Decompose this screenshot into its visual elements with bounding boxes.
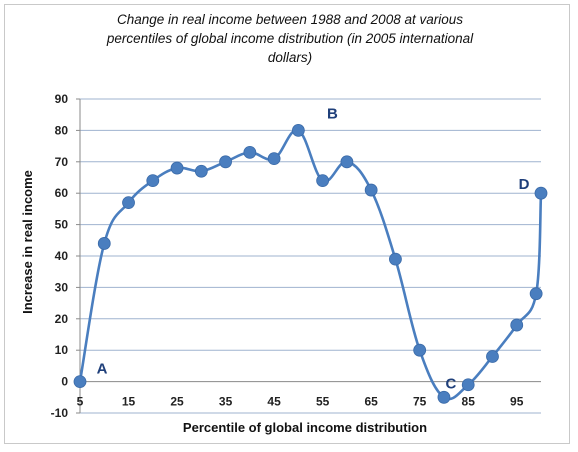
- data-point-80: [437, 390, 451, 404]
- x-tick-labels: 5 15 25 35 45 55 65 75 85 95: [77, 395, 524, 409]
- chart-frame: [4, 4, 570, 444]
- x-tick-label-65: 65: [364, 395, 378, 409]
- y-tick-label-20: 20: [55, 312, 69, 326]
- x-tick-label-5: 5: [77, 395, 84, 409]
- chart-title-line-2: percentiles of global income distributio…: [106, 31, 474, 46]
- annotation-d: D: [519, 176, 530, 193]
- y-tick-label-40: 40: [55, 249, 69, 263]
- y-tick-label-50: 50: [55, 218, 69, 232]
- data-point-65: [364, 183, 378, 197]
- x-tick-label-85: 85: [462, 395, 476, 409]
- data-point-60: [340, 155, 354, 169]
- data-point-99: [529, 287, 543, 301]
- data-point-10: [97, 237, 111, 250]
- y-tick-labels: -10 0 10 20 30 40 50 60 70 80 90: [51, 92, 80, 420]
- y-tick-label-0: 0: [61, 375, 68, 389]
- annotation-b: B: [327, 105, 338, 122]
- y-tick-label--10: -10: [51, 406, 69, 420]
- x-tick-label-45: 45: [267, 395, 281, 409]
- data-point-40: [243, 145, 257, 159]
- data-point-35: [219, 155, 232, 169]
- x-tick-label-75: 75: [413, 395, 427, 409]
- data-point-30: [194, 164, 208, 178]
- data-point-45: [267, 152, 281, 166]
- x-tick-label-55: 55: [316, 395, 330, 409]
- series-line-0: [78, 129, 543, 401]
- data-point-55: [316, 174, 330, 188]
- chart-title-line-3: dollars): [267, 50, 313, 65]
- series-layer: [73, 123, 548, 404]
- x-tick-label-95: 95: [510, 395, 524, 409]
- annotation-c: C: [446, 375, 457, 392]
- data-point-100: [534, 186, 548, 200]
- data-point-50: [291, 123, 305, 137]
- y-tick-label-80: 80: [55, 123, 69, 137]
- data-point-70: [389, 252, 402, 266]
- data-point-25: [170, 161, 184, 175]
- y-tick-label-90: 90: [55, 92, 69, 106]
- y-tick-label-60: 60: [55, 186, 69, 200]
- data-point-75: [413, 343, 427, 357]
- chart-title-line-1: Change in real income between 1988 and 2…: [117, 12, 463, 27]
- annotations: A B C D: [97, 105, 530, 392]
- data-point-85: [461, 378, 475, 392]
- y-axis-title: Increase in real income: [20, 170, 35, 314]
- x-axis-title: Percentile of global income distribution: [183, 420, 427, 435]
- data-point-15: [122, 196, 135, 210]
- x-tick-label-25: 25: [170, 395, 184, 409]
- data-point-95: [510, 318, 524, 332]
- gridlines: [80, 98, 541, 414]
- data-point-20: [146, 174, 160, 188]
- y-tick-label-70: 70: [55, 155, 69, 169]
- chart-title: Change in real income between 1988 and 2…: [60, 10, 520, 67]
- x-tick-label-15: 15: [122, 395, 136, 409]
- y-tick-label-30: 30: [55, 280, 69, 294]
- data-point-5: [73, 375, 87, 389]
- data-point-90: [486, 350, 499, 363]
- x-tick-label-35: 35: [219, 395, 233, 409]
- y-tick-label-10: 10: [55, 343, 69, 357]
- annotation-a: A: [97, 361, 108, 378]
